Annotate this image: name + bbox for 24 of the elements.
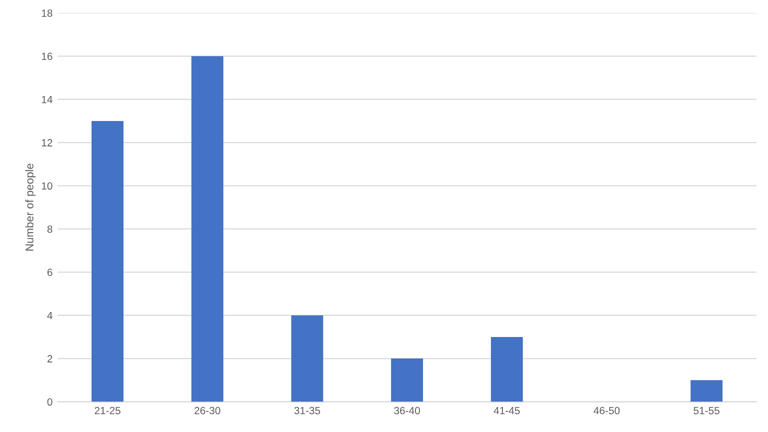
bar — [291, 315, 324, 402]
y-tick-label: 14 — [42, 96, 52, 104]
y-tick-label: 12 — [42, 139, 52, 146]
x-tick-label: 26-30 — [194, 406, 220, 414]
y-axis-title: Number of people — [25, 164, 36, 251]
x-tick-label: 31-35 — [294, 406, 320, 414]
bar — [690, 380, 723, 402]
x-tick-label: 21-25 — [94, 406, 120, 414]
bar — [191, 56, 224, 402]
x-tick-label: 51-55 — [694, 407, 720, 414]
x-tick-label: 46-50 — [594, 406, 620, 414]
y-tick-label: 4 — [47, 312, 52, 320]
x-tick-label: 36-40 — [394, 406, 420, 414]
bar — [92, 120, 124, 402]
y-tick-label: 6 — [47, 268, 52, 276]
y-tick-label: 10 — [42, 182, 52, 190]
y-tick-label: 2 — [47, 355, 52, 362]
x-tick-label: 41-45 — [494, 407, 520, 414]
y-tick-label: 0 — [47, 398, 52, 406]
bar — [490, 336, 523, 402]
bar — [391, 358, 424, 402]
y-tick-label: 18 — [42, 9, 52, 17]
y-tick-label: 8 — [47, 225, 52, 233]
y-tick-label: 16 — [42, 52, 52, 60]
